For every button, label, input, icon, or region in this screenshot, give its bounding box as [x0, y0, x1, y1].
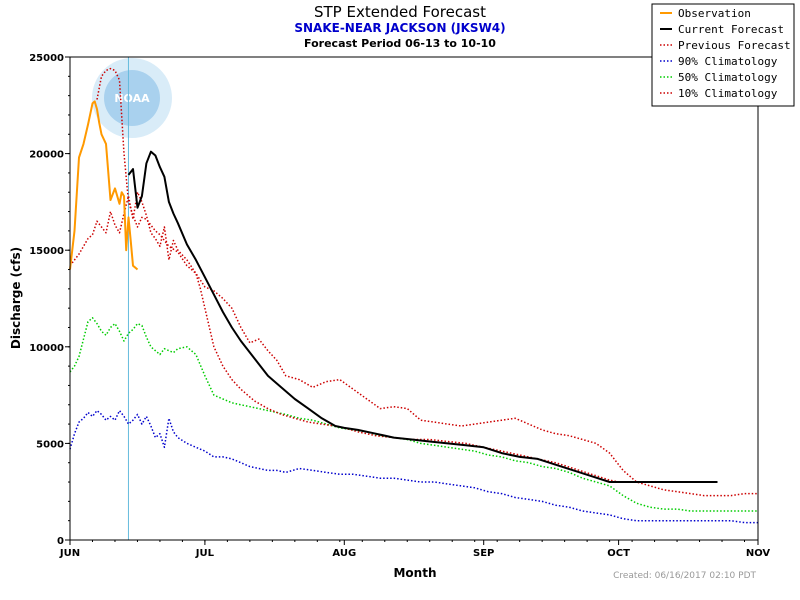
created-timestamp: Created: 06/16/2017 02:10 PDT [613, 571, 756, 581]
x-tick-label: JUN [59, 548, 80, 559]
legend-entry: 10% Climatology [678, 87, 778, 100]
y-tick-labels: 0 5000 10000 15000 20000 25000 [29, 53, 64, 547]
series-line-50-climatology [69, 317, 758, 512]
x-tick-labels: JUN JUL AUG SEP OCT NOV [59, 548, 771, 559]
noaa-logo: NOAA [92, 58, 172, 138]
series-line-10-climatology [69, 191, 758, 497]
legend-entry: Current Forecast [678, 23, 784, 36]
chart-title: STP Extended Forecast [314, 3, 486, 21]
forecast-period: Forecast Period 06-13 to 10-10 [304, 37, 496, 50]
x-axis-label: Month [393, 566, 436, 580]
series-line-previous-forecast [96, 67, 619, 483]
x-tick-label: SEP [473, 548, 494, 559]
x-tick-label: OCT [607, 548, 630, 559]
x-tick-label: JUL [195, 548, 215, 559]
y-tick-label: 20000 [29, 150, 64, 161]
legend-entry: Observation [678, 7, 751, 20]
legend-entry: 90% Climatology [678, 55, 778, 68]
series-line-current-forecast [127, 150, 718, 483]
legend: Observation Current Forecast Previous Fore… [651, 3, 795, 107]
series-line-observation [69, 100, 139, 271]
legend-entry: Previous Forecast [678, 39, 791, 52]
x-tick-label: AUG [332, 548, 356, 559]
y-tick-label: 5000 [36, 439, 64, 450]
y-tick-label: 10000 [29, 343, 64, 354]
y-tick-label: 0 [57, 536, 64, 547]
logo-text: NOAA [114, 92, 150, 105]
legend-box [651, 3, 795, 107]
y-tick-label: 15000 [29, 246, 64, 257]
axes [65, 56, 759, 545]
legend-entry: 50% Climatology [678, 71, 778, 84]
chart-subtitle: SNAKE-NEAR JACKSON (JKSW4) [294, 21, 505, 35]
series-layer [69, 67, 758, 524]
x-tick-label: NOV [746, 548, 771, 559]
y-axis-label: Discharge (cfs) [9, 247, 23, 349]
y-tick-label: 25000 [29, 53, 64, 64]
plot-frame [69, 56, 759, 541]
